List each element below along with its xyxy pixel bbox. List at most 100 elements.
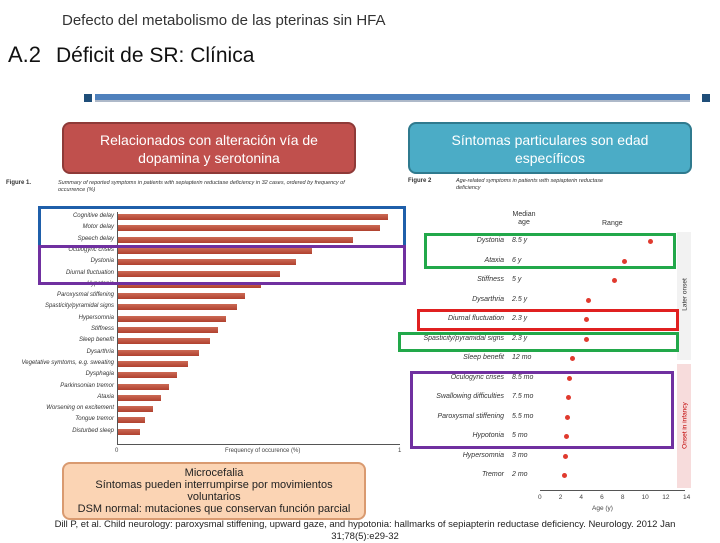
fig2-red-box <box>417 309 679 331</box>
figure1-symptom-label: Sleep benefit <box>78 337 114 344</box>
figure2-median-dot <box>564 414 570 420</box>
later-onset-label: Later onset <box>681 278 689 311</box>
figure2-symptom-label: Sleep benefit <box>463 354 504 361</box>
figure1-bar <box>118 236 353 243</box>
figure2-median-dot <box>564 434 570 439</box>
callout-age-specific: Síntomas particulares son edad específic… <box>408 122 692 174</box>
fig2-green-box-top <box>424 233 676 269</box>
figure1-xaxis-label: Frequency of occurence (%) <box>225 448 301 454</box>
slide-header-title: Defecto del metabolismo de las pterinas … <box>62 12 386 29</box>
figure2-median-dot <box>583 317 589 322</box>
figure2-symptom-label: Ataxia <box>484 256 504 264</box>
figure2-median-age: 8.5 mo <box>512 373 534 381</box>
citation-line2: 31;78(5):e29-32 <box>331 531 399 542</box>
figure2-symptom-label: Swallowing difficulties <box>436 393 504 400</box>
figure1-caption-line2: occurrence (%) <box>58 187 96 193</box>
figure1-symptom-label: Ataxia <box>97 393 114 400</box>
figure1-bar <box>118 225 380 232</box>
figure2-median-dot <box>567 375 573 381</box>
callout-blue-line2: específicos <box>514 150 586 166</box>
title-bar <box>95 94 690 100</box>
figure2-symptom-label: Stiffness <box>477 276 504 283</box>
callout-red-line2: dopamina y serotonina <box>138 150 280 166</box>
infancy-onset-label: Onset in infancy <box>681 402 689 449</box>
figure2-median-dot <box>648 239 654 244</box>
figure1-symptom-label: Hypersomnia <box>78 314 114 321</box>
figure1-bar <box>118 417 145 424</box>
figure1-bar <box>118 259 297 266</box>
figure2-median-age: 3 mo <box>512 451 528 459</box>
micro-line1: Microcefalia <box>184 467 244 479</box>
micro-line3: voluntarios <box>187 491 241 503</box>
figure1-bar <box>118 214 388 220</box>
figure2-median-dot <box>566 395 572 400</box>
figure2-tick: 0 <box>538 494 542 501</box>
figure1-symptom-label: Motor delay <box>82 224 114 231</box>
figure1-symptom-label: Disturbed sleep <box>72 427 114 434</box>
figure1-bar <box>118 383 170 390</box>
figure1-bar <box>118 428 140 435</box>
callout-dopamine-serotonin: Relacionados con alteración vía de dopam… <box>62 122 356 174</box>
figure2-median-age: 12 mo <box>512 354 532 361</box>
figure1-caption: Summary of reported symptoms in patients… <box>58 180 398 194</box>
figure2-median-header: Median age <box>506 211 542 227</box>
figure1-symptom-label: Spasticity/pyramidal signs <box>44 303 114 310</box>
figure1-bar <box>118 270 280 277</box>
slide-title: Déficit de SR: Clínica <box>56 44 255 67</box>
fig2-purple-box <box>410 371 674 449</box>
micro-line4: DSM normal: mutaciones que conservan fun… <box>77 503 351 515</box>
callout-red-line1: Relacionados con alteración vía de <box>100 132 318 148</box>
figure2-median-age: 8.5 y <box>512 237 528 244</box>
figure2-tick: 6 <box>600 494 604 501</box>
figure1-bar <box>118 293 245 300</box>
citation: Dill P, et al. Child neurology: paroxysm… <box>20 519 710 543</box>
title-bar-left-square <box>84 94 92 102</box>
figure1-label: Figure 1. <box>6 180 32 186</box>
figure2-median-dot <box>570 356 576 361</box>
figure2-median-dot <box>561 473 567 478</box>
figure2-caption: Age-related symptoms in patients with se… <box>456 178 696 192</box>
title-bar-right-square <box>702 94 710 102</box>
figure2-median-dot <box>583 336 589 342</box>
figure1-symptom-label: Dystonia <box>90 258 114 265</box>
figure2-tick: 12 <box>662 494 670 501</box>
figure1-bar <box>118 247 313 254</box>
figure2-xaxis-label: Age (y) <box>592 505 613 512</box>
figure2-median-line1: Median <box>512 211 536 218</box>
figure1-x-axis <box>117 444 400 445</box>
figure2-caption-line1: Age-related symptoms in patients with se… <box>456 178 604 184</box>
figure2-x-axis <box>540 490 685 491</box>
figure1-bar <box>118 349 199 356</box>
figure2-median-age: 2.5 y <box>512 295 528 303</box>
figure2-median-age: 5 mo <box>512 432 528 439</box>
figure1-symptom-label: Parkinsonian tremor <box>60 382 114 389</box>
figure2-median-line2: age <box>518 219 530 226</box>
callout-blue-line1: Síntomas particulares son edad <box>451 132 649 148</box>
citation-line1: Dill P, et al. Child neurology: paroxysm… <box>54 519 676 530</box>
figure2-tick: 2 <box>558 494 563 501</box>
figure2-symptom-label: Dystonia <box>476 237 504 244</box>
micro-line2: Síntomas pueden interrumpirse por movimi… <box>95 479 333 491</box>
figure2-tick: 4 <box>579 494 584 501</box>
figure1-y-axis <box>117 212 118 444</box>
figure1-bar <box>118 406 154 413</box>
figure1-bar <box>118 327 218 333</box>
figure2-median-dot <box>611 278 617 283</box>
infancy-onset-band <box>677 364 691 488</box>
fig2-green-box-bottom <box>398 332 679 352</box>
figure1-bar <box>118 315 226 322</box>
figure1-bar <box>118 338 210 345</box>
figure1-symptom-label: Dysphagia <box>85 371 114 378</box>
figure2-median-age: 6 y <box>512 256 522 264</box>
figure1-symptom-label: Stiffness <box>90 326 114 332</box>
figure2-median-dot <box>585 297 591 303</box>
figure1-symptom-label: Diurnal fluctuation <box>65 269 114 276</box>
figure1-symptom-label: Oculogyric crises <box>68 246 114 253</box>
figure2-symptom-label: Spasticity/pyramidal signs <box>423 334 504 342</box>
figure1-symptom-label: Vegetative symtoms, e.g. sweating <box>21 359 115 366</box>
figure2-tick: 14 <box>683 494 691 501</box>
fig1-purple-highlight-box <box>38 245 406 285</box>
figure2-symptom-label: Tremor <box>481 471 504 478</box>
figure2-symptom-label: Diurnal fluctuation <box>447 315 504 322</box>
figure1-bar <box>118 372 178 379</box>
